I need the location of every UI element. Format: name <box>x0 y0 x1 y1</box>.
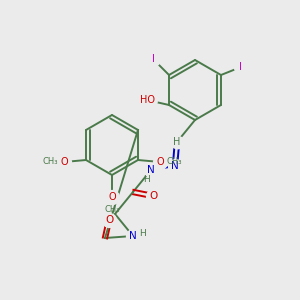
Text: H: H <box>173 137 181 147</box>
Text: I: I <box>239 62 242 72</box>
Text: O: O <box>108 192 116 202</box>
Text: HO: HO <box>140 95 154 105</box>
Text: H: H <box>139 229 145 238</box>
Text: N: N <box>171 161 179 171</box>
Text: N: N <box>129 231 137 241</box>
Text: O: O <box>60 157 68 167</box>
Text: CH₃: CH₃ <box>104 205 120 214</box>
Text: H: H <box>142 175 149 184</box>
Text: CH₃: CH₃ <box>166 158 182 166</box>
Text: N: N <box>147 165 155 175</box>
Text: O: O <box>105 215 113 225</box>
Text: I: I <box>152 54 154 64</box>
Text: O: O <box>149 191 157 201</box>
Text: CH₃: CH₃ <box>42 158 58 166</box>
Text: O: O <box>156 157 164 167</box>
